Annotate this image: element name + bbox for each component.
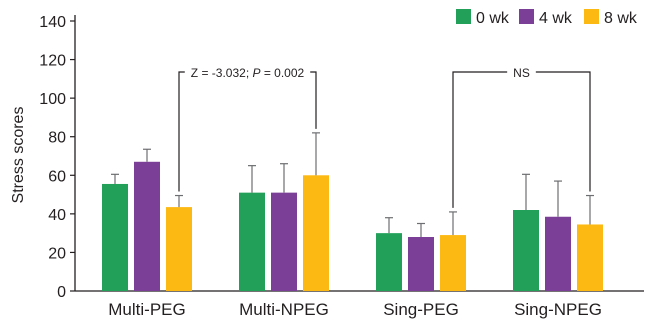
legend-swatch [519,9,534,24]
bars [102,161,603,291]
y-tick-label: 120 [39,53,66,70]
bar [303,175,329,291]
legend-label: 4 wk [539,10,573,27]
y-tick-label: 20 [48,245,66,262]
bar [271,192,297,291]
bar [545,216,571,291]
bar [166,207,192,291]
legend-swatch [584,9,599,24]
significance-label: Z = -3.032; P = 0.002 [191,66,305,80]
legend-label: 0 wk [476,10,510,27]
significance-label: NS [513,66,530,80]
bar [577,224,603,291]
bar [239,192,265,291]
bracket-right [310,71,317,129]
bar [134,161,160,291]
significance-annotations: Z = -3.032; P = 0.002 NS [178,66,591,208]
x-tick-label: Multi-NPEG [239,300,329,319]
x-tick-label: Sing-PEG [383,300,459,319]
bracket-left [452,71,508,208]
y-tick-label: 140 [39,14,66,31]
y-axis-label: Stress scores [10,107,27,204]
y-tick-label: 40 [48,207,66,224]
bar [102,183,128,291]
axes: 0 20 40 60 80 100 120 140 Multi-PEG Multi-NPEG Sin… [39,14,644,319]
x-tick-label: Multi-PEG [108,300,185,319]
legend-label: 8 wk [604,10,638,27]
y-tick-label: 0 [57,284,66,301]
error-bars [111,132,594,237]
legend-swatch [456,9,471,24]
bar [513,210,539,291]
y-tick-label: 80 [48,130,66,147]
bracket-left [178,71,185,192]
legend: 0 wk 4 wk 8 wk [456,9,638,27]
y-tick-label: 100 [39,91,66,108]
bar [376,233,402,291]
bracket-right [535,71,591,192]
y-tick-label: 60 [48,168,66,185]
bar [440,235,466,291]
bar [408,237,434,291]
x-tick-label: Sing-NPEG [514,300,602,319]
